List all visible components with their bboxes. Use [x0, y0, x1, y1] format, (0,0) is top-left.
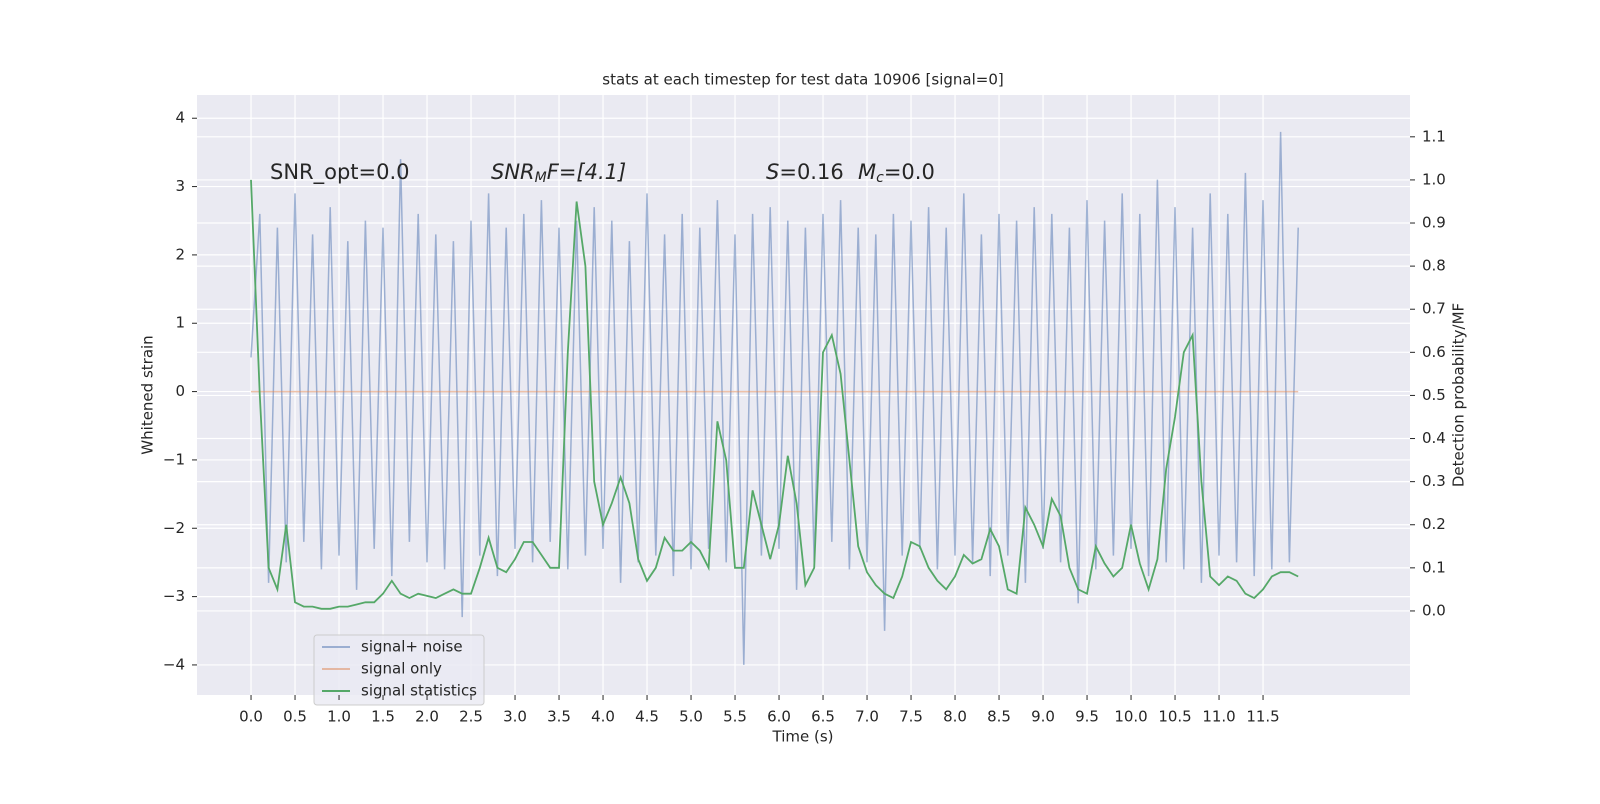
- y-tick-label: 4: [175, 109, 185, 127]
- y2-tick-label: 0.6: [1422, 343, 1446, 361]
- y2-tick-label: 0.9: [1422, 214, 1446, 232]
- x-tick-label: 8.5: [987, 708, 1011, 726]
- y2-tick-label: 0.5: [1422, 386, 1446, 404]
- y-tick-label: 1: [175, 314, 185, 332]
- x-tick-label: 6.0: [767, 708, 791, 726]
- x-tick-label: 0.5: [283, 708, 307, 726]
- y2-tick-label: 0.4: [1422, 429, 1446, 447]
- annotation-part: c: [876, 170, 884, 186]
- y2-tick-label: 0.8: [1422, 257, 1446, 275]
- x-tick-label: 4.5: [635, 708, 659, 726]
- y-axis-label: Whitened strain: [139, 335, 157, 454]
- x-tick-label: 11.5: [1246, 708, 1279, 726]
- series-line: [250, 131, 1299, 665]
- y2-tick-label: 0.1: [1422, 558, 1446, 576]
- x-tick-label: 7.5: [899, 708, 923, 726]
- annotation-part: M: [858, 160, 876, 184]
- y-tick-label: −3: [163, 587, 185, 605]
- y2-tick-label: 0.2: [1422, 515, 1446, 533]
- x-tick-label: 5.5: [723, 708, 747, 726]
- annotation-part: =0.16: [779, 160, 843, 184]
- x-tick-label: 2.0: [415, 708, 439, 726]
- x-tick-label: 3.5: [547, 708, 571, 726]
- x-axis-label: Time (s): [772, 728, 834, 746]
- y2-tick-label: 0.3: [1422, 472, 1446, 490]
- legend-label: signal only: [361, 660, 442, 678]
- x-tick-label: 11.0: [1202, 708, 1235, 726]
- x-tick-label: 3.0: [503, 708, 527, 726]
- x-tick-label: 10.5: [1158, 708, 1191, 726]
- x-tick-label: 5.0: [679, 708, 703, 726]
- legend-label: signal statistics: [361, 682, 477, 700]
- series-line: [250, 179, 1299, 610]
- x-tick-label: 9.0: [1031, 708, 1055, 726]
- x-tick-label: 1.0: [327, 708, 351, 726]
- x-tick-label: 4.0: [591, 708, 615, 726]
- x-tick-label: 0.0: [239, 708, 263, 726]
- x-tick-label: 7.0: [855, 708, 879, 726]
- annotation: SNR_opt=0.0: [270, 160, 410, 185]
- x-tick-label: 1.5: [371, 708, 395, 726]
- annotation-part: F=[4.1]: [547, 160, 626, 184]
- y-tick-label: 0: [175, 382, 185, 400]
- y-tick-label: 2: [175, 245, 185, 263]
- x-tick-label: 10.0: [1114, 708, 1147, 726]
- y2-axis-label: Detection probability/MF: [1450, 303, 1468, 487]
- marks: [250, 131, 1299, 665]
- y2-tick-label: 0.7: [1422, 300, 1446, 318]
- chart-title: stats at each timestep for test data 109…: [602, 71, 1003, 89]
- annotation: S=0.16: [766, 160, 844, 184]
- legend-label: signal+ noise: [361, 638, 463, 656]
- legend-box: [313, 634, 485, 706]
- x-tick-label: 2.5: [459, 708, 483, 726]
- legend: signal+ noise signal only signal statistic…: [313, 634, 485, 706]
- y2-tick-label: 0.0: [1422, 601, 1446, 619]
- annotation-part: M: [535, 170, 547, 186]
- annotation-part: =0.0: [884, 160, 935, 184]
- y2-tick-label: 1.1: [1422, 127, 1446, 145]
- x-tick-label: 8.0: [943, 708, 967, 726]
- annotation: Mc=0.0: [858, 160, 935, 186]
- annotation-part: S: [766, 160, 779, 184]
- y2-tick-label: 1.0: [1422, 170, 1446, 188]
- x-tick-label: 6.5: [811, 708, 835, 726]
- y-tick-label: 3: [175, 177, 185, 195]
- y-tick-label: −1: [163, 450, 185, 468]
- y-tick-label: −4: [163, 655, 185, 673]
- annotation: SNRMF=[4.1]: [491, 160, 626, 186]
- annotation-part: SNR: [491, 160, 535, 184]
- x-tick-label: 9.5: [1075, 708, 1099, 726]
- y-tick-label: −2: [163, 519, 185, 537]
